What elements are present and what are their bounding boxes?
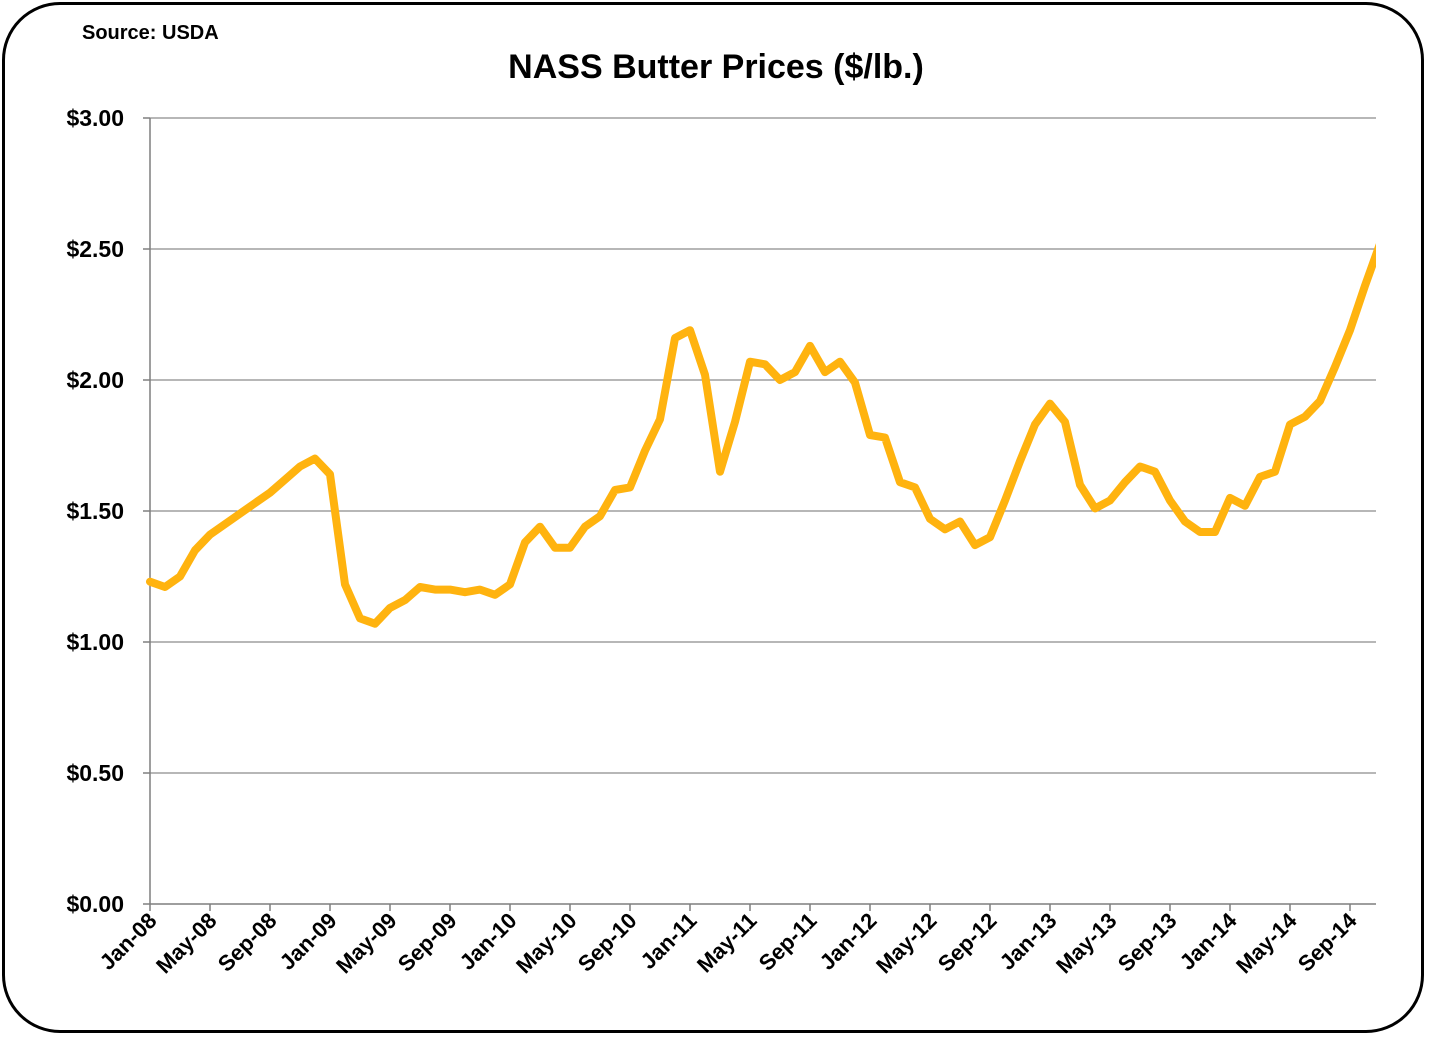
x-tick-label: May-14	[1231, 907, 1302, 978]
x-tick-label: Jan-14	[1175, 907, 1243, 975]
y-tick-label: $1.50	[66, 498, 124, 524]
x-tick-label: May-10	[511, 908, 581, 978]
y-tick-label: $1.00	[66, 629, 124, 655]
x-tick-label: Sep-14	[1293, 907, 1362, 976]
series-group	[146, 243, 1376, 628]
x-tick-label: Jan-09	[275, 908, 342, 975]
y-axis-tick-labels: $0.00 $0.50 $1.00 $1.50 $2.00 $2.50 $3.00	[66, 105, 124, 917]
x-tick-label: Sep-12	[933, 908, 1002, 977]
y-tick-label: $2.50	[66, 236, 124, 262]
x-tick-label: May-09	[331, 908, 401, 978]
x-tick-label: Jan-11	[635, 908, 701, 974]
x-tick-label: May-11	[692, 908, 762, 978]
y-tick-label: $0.00	[66, 891, 124, 917]
y-tick-label: $2.00	[66, 367, 124, 393]
x-tick-label: Sep-08	[213, 908, 282, 977]
x-tick-label: Jan-08	[95, 908, 162, 975]
x-axis-tick-labels: Jan-08May-08Sep-08Jan-09May-09Sep-09Jan-…	[95, 907, 1363, 978]
x-tick-label: Sep-09	[393, 908, 462, 977]
y-tick-label: $3.00	[66, 105, 124, 131]
y-tick-label: $0.50	[66, 760, 124, 786]
x-tick-label: Jan-10	[455, 908, 522, 975]
gridlines	[150, 117, 1376, 774]
x-tick-label: May-13	[1051, 908, 1121, 978]
x-tick-label: Sep-11	[754, 908, 822, 976]
x-tick-label: Jan-13	[995, 908, 1062, 975]
x-tick-label: May-12	[871, 908, 941, 978]
x-tick-label: May-08	[151, 908, 221, 978]
series-line	[146, 243, 1376, 628]
x-tick-label: Jan-12	[815, 908, 882, 975]
x-tick-label: Sep-13	[1113, 908, 1182, 977]
chart-title: NASS Butter Prices ($/lb.)	[508, 48, 924, 86]
x-tick-label: Sep-10	[573, 908, 642, 977]
axes	[143, 117, 1376, 911]
source-note: Source: USDA	[82, 22, 219, 44]
